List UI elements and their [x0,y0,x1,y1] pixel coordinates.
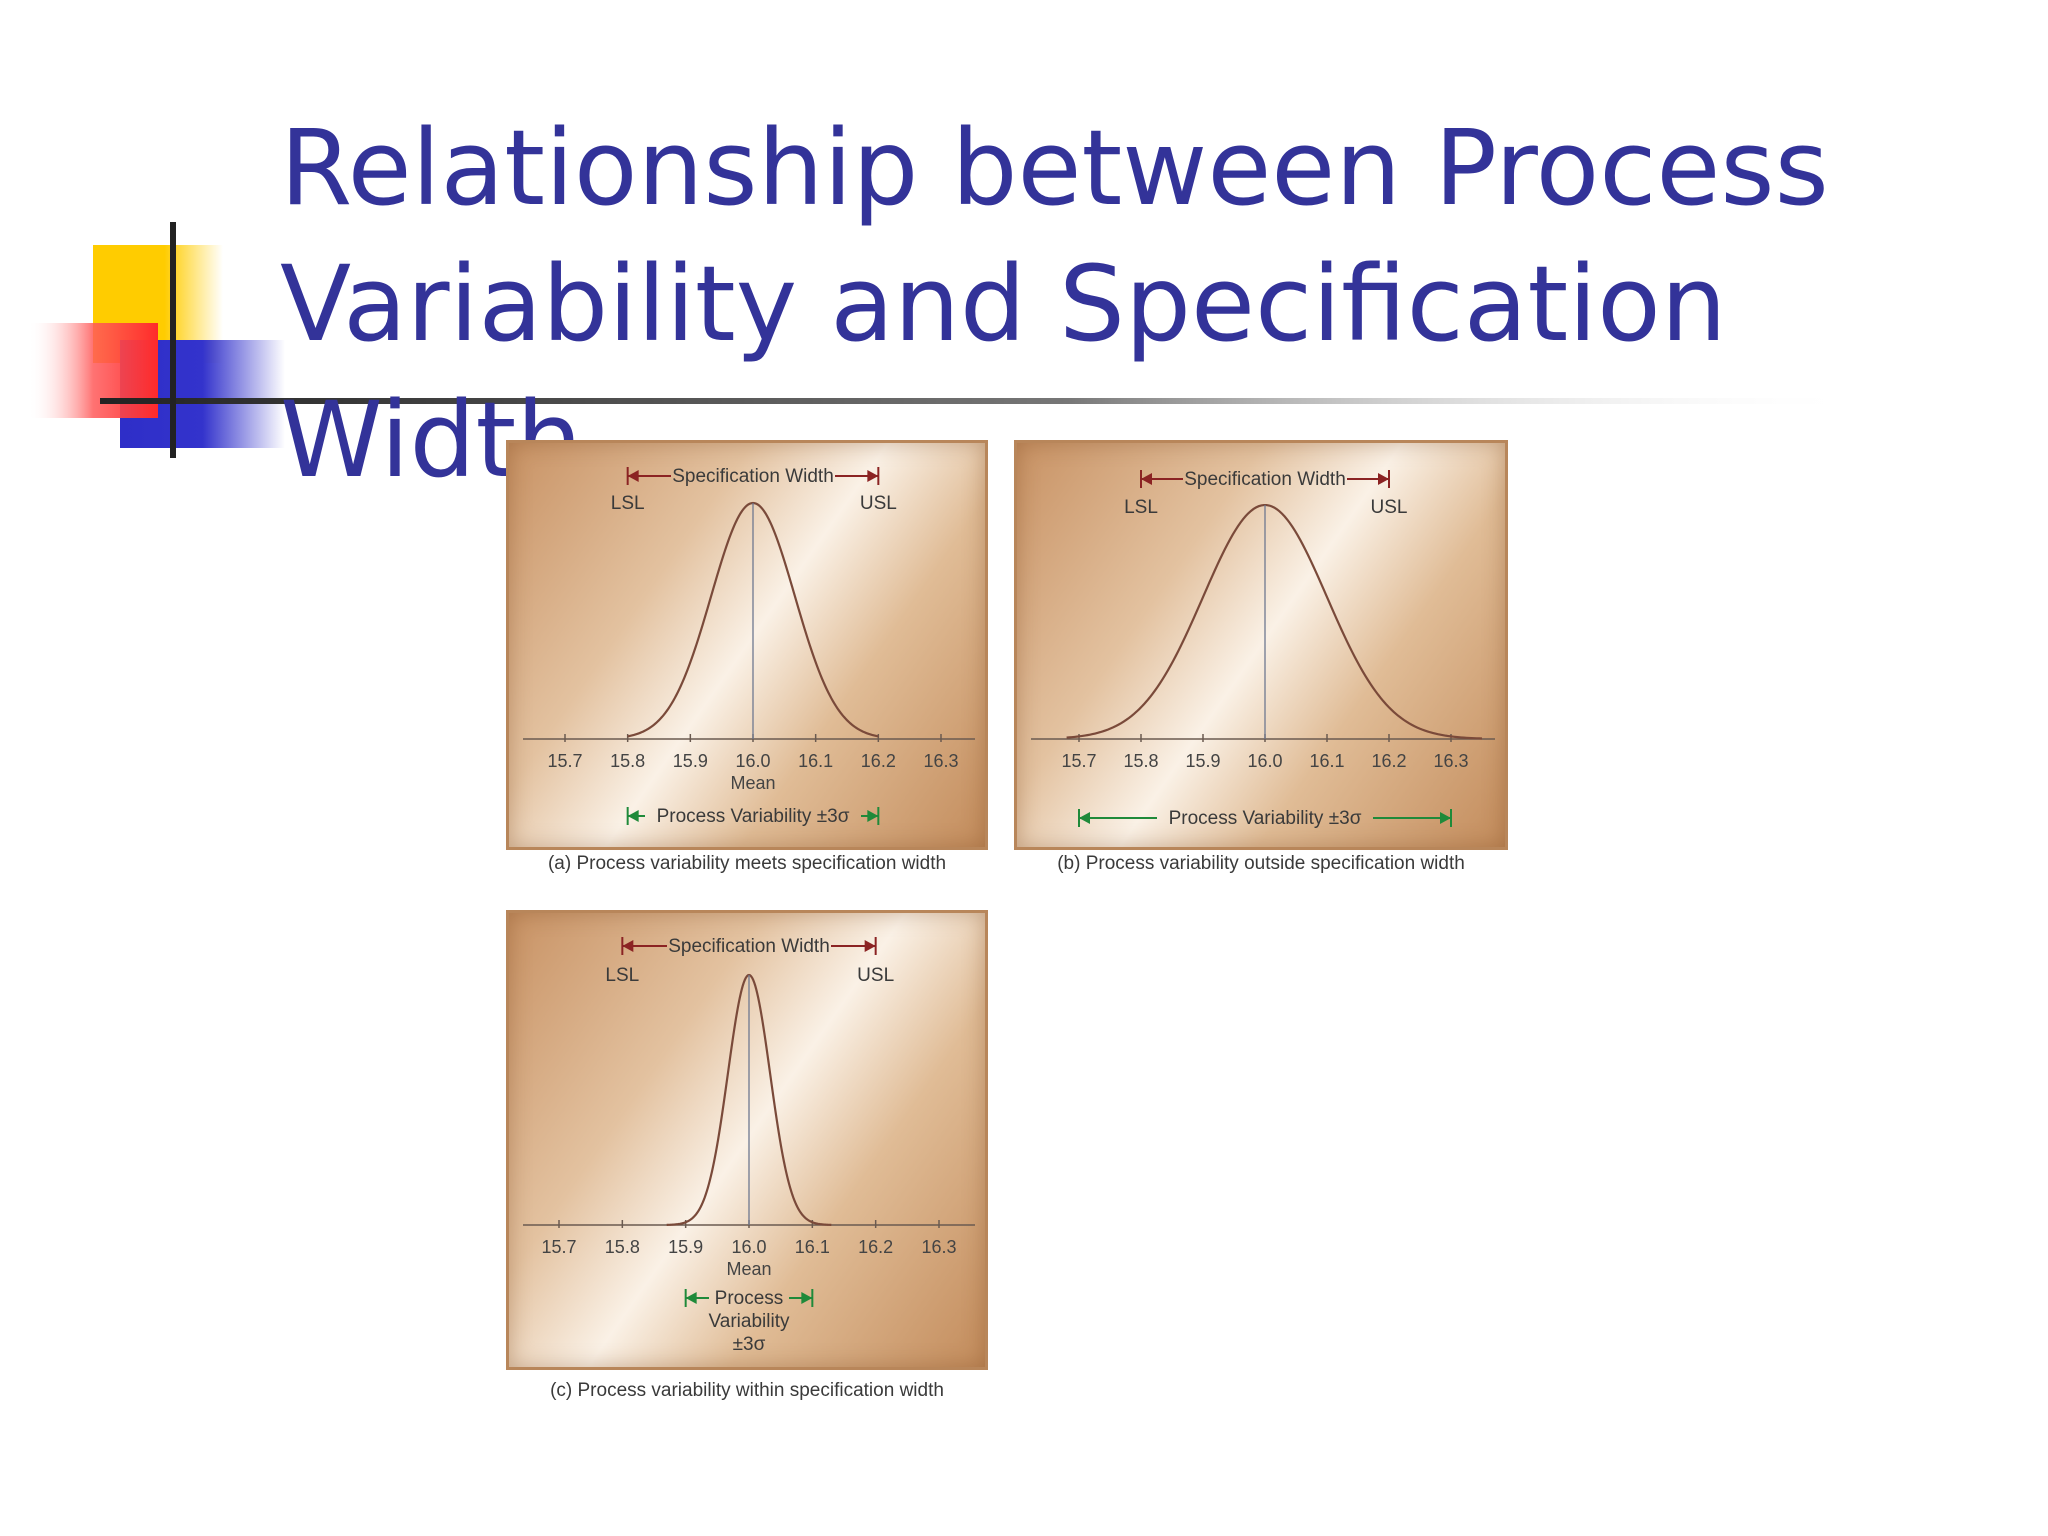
caption-b: (b) Process variability outside specific… [1057,853,1465,874]
spec-width-label: Specification Width [672,466,834,487]
x-tick-label: 16.3 [921,1237,956,1257]
x-tick-label: 15.7 [541,1237,576,1257]
process-variability-arrow-right-head [801,1292,813,1304]
x-tick-label: 15.8 [605,1237,640,1257]
lsl-label: LSL [1124,497,1158,518]
spec-width-arrow-right-head [864,940,876,952]
process-variability-label: Process Variability ±3σ [657,806,850,827]
chart-panel-a: 15.7 15.8 15.9 16.0 16.1 16.2 16.3 Specificatio… [506,440,988,850]
yellow-square [93,245,223,363]
chart-c: 15.7 15.8 15.9 16.0 16.1 16.2 16.3 Specificatio… [523,936,975,1355]
lsl-label: LSL [611,493,645,514]
x-tick-label: 15.8 [1123,751,1158,771]
x-tick-label: 15.7 [1061,751,1096,771]
spec-width-arrow-left-head [622,940,634,952]
process-variability-arrow-left-head [1079,812,1090,824]
chart-group-c: 15.7 15.8 15.9 16.0 16.1 16.2 16.3 Specificatio… [523,936,975,1355]
x-tick-label: 15.9 [668,1237,703,1257]
slide-title-line-1: Relationship between Process [280,107,1829,229]
x-tick-label: 15.9 [1185,751,1220,771]
slide-title: Relationship between Process Variability… [280,100,2020,508]
chart-group-a: 15.7 15.8 15.9 16.0 16.1 16.2 16.3 Specificatio… [523,466,975,827]
x-tick-label: 16.2 [861,751,896,771]
crosshair-vertical [170,222,176,458]
x-tick-label: 16.0 [731,1237,766,1257]
spec-width-arrow-right-head [1378,473,1389,485]
chart-panel-b: 15.7 15.8 15.9 16.0 16.1 16.2 16.3 Specificatio… [1014,440,1508,850]
chart-a: 15.7 15.8 15.9 16.0 16.1 16.2 16.3 Specificatio… [523,466,975,827]
chart-b: 15.7 15.8 15.9 16.0 16.1 16.2 16.3 Specificatio… [1031,469,1495,829]
usl-label: USL [857,965,894,986]
process-variability-label-line: Variability [709,1311,790,1332]
x-tick-label: 16.2 [858,1237,893,1257]
spec-width-arrow-left-head [627,470,639,482]
x-tick-label: 16.0 [735,751,770,771]
caption-c: (c) Process variability within specifica… [550,1380,944,1401]
x-tick-label: 16.1 [798,751,833,771]
caption-a: (a) Process variability meets specificat… [547,853,947,874]
chart-panel-c: 15.7 15.8 15.9 16.0 16.1 16.2 16.3 Specificatio… [506,910,988,1370]
x-tick-label: 16.2 [1371,751,1406,771]
process-variability-label-line: Process [715,1288,784,1309]
blue-square [120,340,285,448]
red-square [28,323,158,418]
x-tick-label: 16.3 [1433,751,1468,771]
spec-width-arrow-right-head [867,470,879,482]
chart-group-b: 15.7 15.8 15.9 16.0 16.1 16.2 16.3 Specificatio… [1031,469,1495,829]
process-variability-arrow-right-head [867,810,879,822]
process-variability-arrow-left-head [627,810,639,822]
mean-label: Mean [726,1259,771,1279]
distribution-curve [1066,503,1483,740]
x-tick-label: 15.9 [673,751,708,771]
spec-width-label: Specification Width [668,936,830,957]
x-tick-label: 15.7 [547,751,582,771]
process-variability-label: Process Variability ±3σ [1169,808,1362,829]
process-variability-arrow-right-head [1440,812,1451,824]
x-tick-label: 15.8 [610,751,645,771]
x-tick-label: 16.1 [795,1237,830,1257]
lsl-label: LSL [605,965,639,986]
usl-label: USL [860,493,897,514]
usl-label: USL [1371,497,1408,518]
spec-width-arrow-left-head [1141,473,1152,485]
mean-label: Mean [730,773,775,793]
x-tick-label: 16.0 [1247,751,1282,771]
spec-width-label: Specification Width [1184,469,1346,490]
process-variability-arrow-left-head [685,1292,697,1304]
process-variability-label-line: ±3σ [733,1334,766,1355]
x-tick-label: 16.1 [1309,751,1344,771]
x-tick-label: 16.3 [923,751,958,771]
